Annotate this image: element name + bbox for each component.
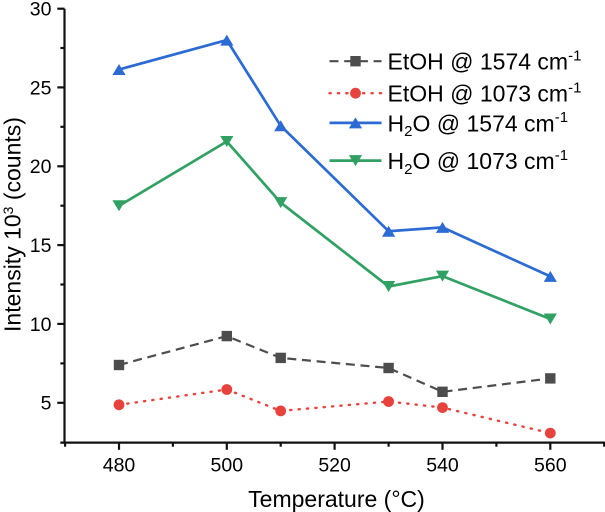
svg-text:520: 520 (318, 454, 351, 476)
svg-text:5: 5 (41, 393, 52, 415)
svg-text:Temperature (°C): Temperature (°C) (248, 486, 425, 512)
svg-text:560: 560 (534, 454, 567, 476)
svg-text:30: 30 (30, 0, 52, 21)
svg-text:Intensity 103 (counts): Intensity 103 (counts) (0, 117, 26, 332)
svg-text:480: 480 (103, 454, 136, 476)
svg-text:EtOH @ 1073 cm-1: EtOH @ 1073 cm-1 (388, 79, 582, 106)
svg-text:H2O @ 1073 cm-1: H2O @ 1073 cm-1 (388, 147, 569, 178)
svg-text:500: 500 (211, 454, 244, 476)
svg-text:H2O @ 1574 cm-1: H2O @ 1574 cm-1 (388, 109, 569, 140)
svg-text:20: 20 (30, 156, 52, 178)
svg-text:25: 25 (30, 77, 52, 99)
svg-text:10: 10 (30, 314, 52, 336)
svg-text:15: 15 (30, 235, 52, 257)
svg-text:540: 540 (426, 454, 459, 476)
svg-text:EtOH @ 1574 cm-1: EtOH @ 1574 cm-1 (388, 47, 582, 74)
